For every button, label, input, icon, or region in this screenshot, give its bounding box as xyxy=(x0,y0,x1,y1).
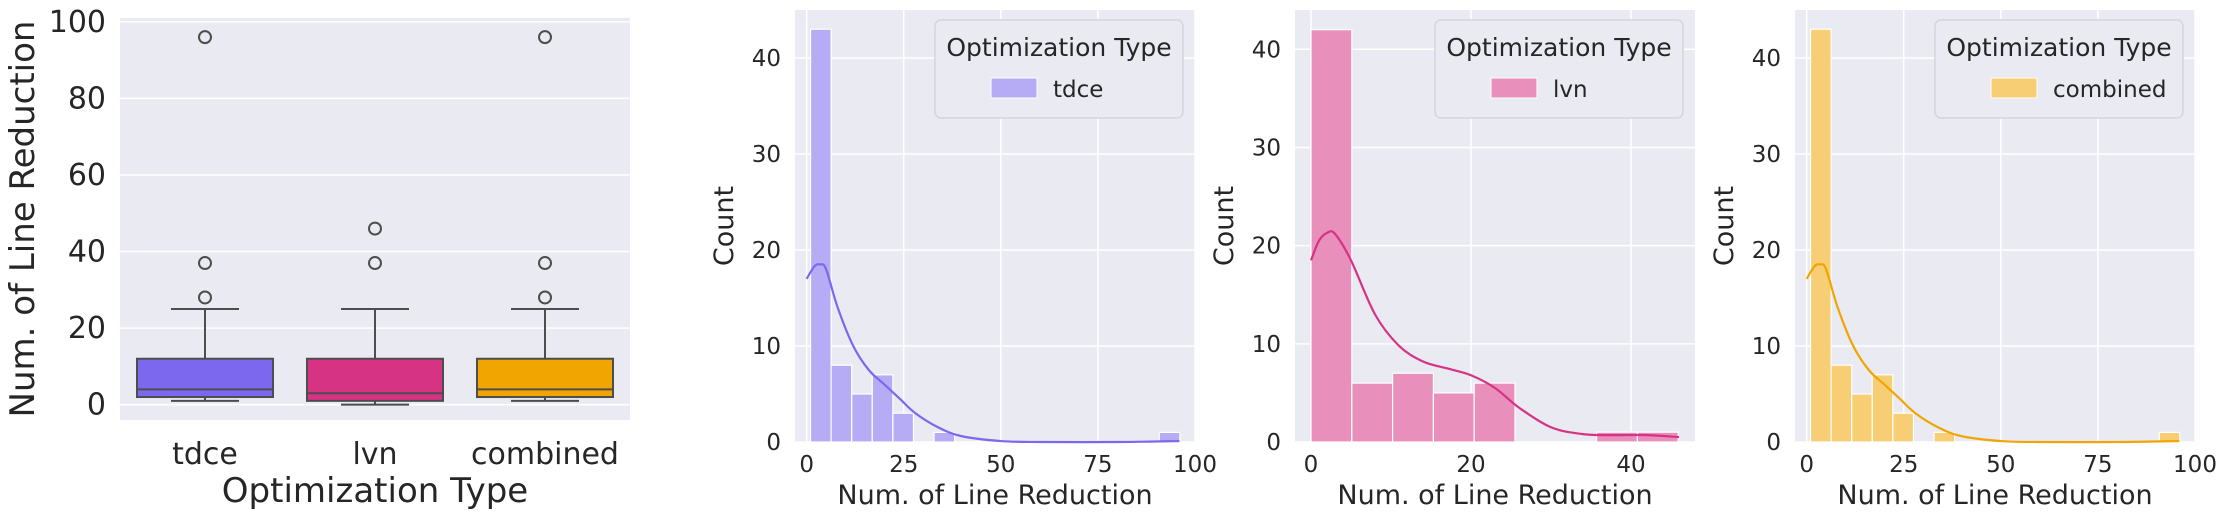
x-tick-label: 50 xyxy=(1986,452,2015,478)
x-tick-label: 100 xyxy=(1173,452,1217,478)
y-axis-label: Count xyxy=(709,186,740,266)
y-tick-label: 40 xyxy=(1252,37,1281,63)
y-tick-label: 0 xyxy=(1266,430,1281,456)
y-tick-label: 40 xyxy=(1752,46,1781,72)
y-tick-label: 40 xyxy=(752,46,781,72)
box-outlier xyxy=(538,290,552,305)
box-outlier xyxy=(198,256,212,271)
histogram-bar xyxy=(933,431,956,443)
legend-title: Optimization Type xyxy=(946,33,1171,62)
y-tick-label: 10 xyxy=(1252,332,1281,358)
x-tick-label: 0 xyxy=(799,452,814,478)
box-combined xyxy=(476,357,614,399)
x-tick-label: 100 xyxy=(2173,452,2217,478)
y-tick-label: 20 xyxy=(1252,234,1281,260)
y-tick-label: 20 xyxy=(1752,238,1781,264)
x-tick-label: 0 xyxy=(1799,452,1814,478)
y-tick-label: 40 xyxy=(68,235,106,270)
x-tick-label: 0 xyxy=(1304,452,1319,478)
chart-4: 0 25 50 75 100 0 10 20 30 40 Optimization Type comb… xyxy=(1709,10,2217,511)
y-axis-label: Count xyxy=(1209,186,1240,266)
y-tick-label: 20 xyxy=(68,311,106,346)
histogram-bar xyxy=(1595,431,1638,443)
legend-entry: combined xyxy=(2053,77,2166,103)
y-tick-label: 30 xyxy=(752,142,781,168)
box-outlier xyxy=(538,256,552,271)
legend-title: Optimization Type xyxy=(1446,33,1671,62)
chart-3: 0 20 40 0 10 20 30 40 Optimization Type lvn Num. o… xyxy=(1209,10,1695,511)
histogram-bar xyxy=(1892,412,1915,443)
histogram-bar xyxy=(1351,382,1394,443)
y-tick-label: 0 xyxy=(1766,430,1781,456)
legend-title: Optimization Type xyxy=(1946,33,2171,62)
y-tick-label: 0 xyxy=(766,430,781,456)
kde-line xyxy=(805,263,1180,444)
legend-entry: tdce xyxy=(1053,77,1103,103)
histogram-bar xyxy=(851,393,873,443)
chart-1: 0 20 40 60 80 100 tdce lvn combinedOptimization … xyxy=(3,5,630,511)
x-tick-label: 75 xyxy=(2083,452,2112,478)
legend-swatch xyxy=(990,77,1038,99)
histogram-bar xyxy=(1310,29,1353,443)
histogram-bar xyxy=(1432,392,1475,443)
y-tick-label: 30 xyxy=(1252,135,1281,161)
y-tick-label: 100 xyxy=(49,5,106,40)
chart-2: 0 25 50 75 100 0 10 20 30 40 Optimization Type tdce… xyxy=(709,10,1217,511)
x-tick-label: tdce xyxy=(172,437,238,472)
histogram-bar xyxy=(1391,372,1434,443)
y-tick-label: 30 xyxy=(1752,142,1781,168)
y-tick-label: 10 xyxy=(752,334,781,360)
histogram-bar xyxy=(1933,431,1956,443)
y-tick-label: 20 xyxy=(752,238,781,264)
box-outlier xyxy=(198,30,212,45)
x-tick-label: lvn xyxy=(352,437,397,472)
legend-swatch xyxy=(1490,77,1538,99)
legend-swatch xyxy=(1990,77,2038,99)
box-outlier xyxy=(368,256,382,271)
x-tick-label: 25 xyxy=(1889,452,1918,478)
x-axis-label: Optimization Type xyxy=(222,471,528,511)
histogram-bar xyxy=(1830,364,1853,443)
x-tick-label: combined xyxy=(471,437,619,472)
histogram-bar xyxy=(892,412,915,443)
histogram-bar xyxy=(871,374,894,443)
x-tick-label: 75 xyxy=(1083,452,1112,478)
histogram-bar xyxy=(1851,393,1873,443)
legend-entry: lvn xyxy=(1553,77,1588,103)
kde-line xyxy=(1309,230,1680,439)
x-tick-label: 50 xyxy=(986,452,1015,478)
histogram-bar xyxy=(1473,382,1516,443)
y-tick-label: 10 xyxy=(1752,334,1781,360)
y-axis-label: Num. of Line Reduction xyxy=(3,21,43,418)
histogram-bar xyxy=(1871,374,1894,443)
box-outlier xyxy=(538,30,552,45)
histogram-bar xyxy=(809,28,832,443)
box-outlier xyxy=(198,290,212,305)
kde-line xyxy=(1805,263,2180,444)
x-axis-label: Num. of Line Reduction xyxy=(837,480,1152,511)
histogram-bar xyxy=(830,364,853,443)
x-axis-label: Num. of Line Reduction xyxy=(1837,480,2152,511)
x-tick-label: 20 xyxy=(1456,452,1485,478)
y-tick-label: 80 xyxy=(68,81,106,116)
y-tick-label: 60 xyxy=(68,158,106,193)
x-tick-label: 25 xyxy=(889,452,918,478)
box-tdce xyxy=(136,357,274,399)
x-axis-label: Num. of Line Reduction xyxy=(1337,480,1652,511)
y-tick-label: 0 xyxy=(87,388,106,423)
box-outlier xyxy=(368,221,382,236)
y-axis-label: Count xyxy=(1709,186,1740,266)
box-lvn xyxy=(306,357,444,402)
histogram-bar xyxy=(1809,28,1832,443)
x-tick-label: 40 xyxy=(1616,452,1645,478)
